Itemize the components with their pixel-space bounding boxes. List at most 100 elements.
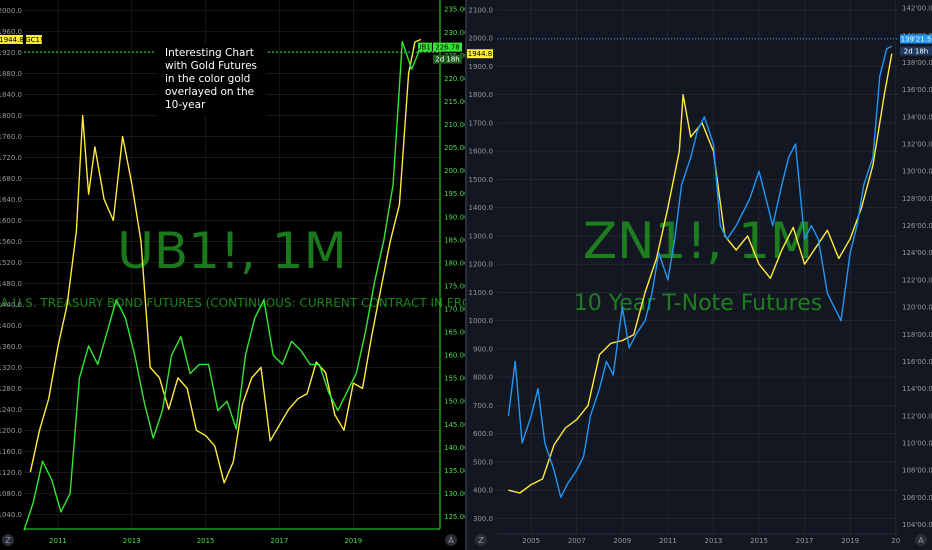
left-scale-button-z[interactable]: Z <box>2 534 14 546</box>
gold-last-price-tag: 1944.8 <box>0 36 24 44</box>
right-scale-button-a[interactable]: A <box>915 534 927 546</box>
right-chart-time-axis[interactable]: 2005 2007 2009 2011 2013 2015 2017 2019 20 <box>522 537 900 545</box>
left-axis-tick-label: 1800.0 <box>0 112 22 120</box>
left-axis-tick-label: 1240.0 <box>0 406 22 414</box>
left-axis-tick-label: 300.0 <box>473 515 493 523</box>
right-axis-tick-label: 110'00.0 <box>902 439 932 447</box>
right-axis-tick-label: 140.00 <box>444 444 469 452</box>
right-series-lines <box>507 45 893 498</box>
right-axis-tick-label: 130'00.0 <box>902 168 932 176</box>
right-axis-tick-label: 134'00.0 <box>902 113 932 121</box>
left-axis-tick-label: 1640.0 <box>0 196 22 204</box>
series-line-zn1 <box>507 45 893 498</box>
annotation-line-5: 10-year <box>165 99 206 111</box>
left-scale-button-a[interactable]: A <box>445 534 457 546</box>
left-axis-tick-label: 1100.0 <box>469 289 494 297</box>
ub1-symbol-tag-bg <box>418 42 432 52</box>
right-axis-tick-label: 215.00 <box>444 98 469 106</box>
gold-last-price-tag-bg <box>0 34 23 44</box>
right-axis-tick-label: 145.00 <box>444 421 469 429</box>
left-axis-tick-label: 1200.0 <box>469 261 494 269</box>
time-axis-tick-label: 2015 <box>197 537 215 545</box>
time-axis-tick-label: 2019 <box>841 537 859 545</box>
right-axis-tick-label: 200.00 <box>444 167 469 175</box>
right-axis-tick-label: 205.00 <box>444 144 469 152</box>
right-watermark-symbol: ZN1!, 1M <box>583 212 813 270</box>
gold-symbol-tag-bg <box>26 34 42 44</box>
right-axis-tick-label: 122'00.0 <box>902 276 932 284</box>
left-watermark-description: ULTRA U.S. TREASURY BOND FUTURES (CONTIN… <box>0 296 492 310</box>
right-axis-tick-label: 138'00.0 <box>902 59 932 67</box>
gold-symbol-tag: GC1! <box>25 36 43 44</box>
time-axis-tick-label: 2011 <box>49 537 67 545</box>
left-watermark-symbol: UB1!, 1M <box>117 222 347 280</box>
left-axis-tick-label: 1840.0 <box>0 91 22 99</box>
left-axis-tick-label: 1900.0 <box>469 63 494 71</box>
series-line-gc1 <box>29 38 422 484</box>
left-axis-tick-label: 700.0 <box>473 402 493 410</box>
left-axis-tick-label: 1880.0 <box>0 70 22 78</box>
right-axis-tick-label: 125.00 <box>444 513 469 521</box>
right-axis-tick-label: 142'00.0 <box>902 5 932 13</box>
ub1-last-price-tag: 226.78 <box>435 44 460 52</box>
annotation-box[interactable]: Interesting Chart with Gold Futures in t… <box>156 44 266 116</box>
right-axis-tick-label: 220.00 <box>444 75 469 83</box>
left-chart-panel[interactable]: UB1!, 1M ULTRA U.S. TREASURY BOND FUTURE… <box>0 0 492 550</box>
zn1-last-price-tag: 139'21.5 <box>901 36 932 44</box>
left-chart-right-axis[interactable]: 125.00 130.00 135.00 140.00 145.00 150.00 155.… <box>444 6 469 521</box>
right-axis-tick-label: 116'00.0 <box>902 358 932 366</box>
right-scale-button-z[interactable]: Z <box>475 534 487 546</box>
gold-last-price-tag-bg <box>467 49 493 59</box>
left-axis-tick-label: 1040.0 <box>0 511 22 519</box>
left-axis-tick-label: 1500.0 <box>469 176 494 184</box>
left-chart-time-axis[interactable]: 2011 2013 2015 2017 2019 <box>49 537 362 545</box>
right-axis-tick-label: 150.00 <box>444 398 469 406</box>
zn1-last-price-tag-bg <box>900 34 932 44</box>
series-line-gc1 <box>508 53 893 494</box>
right-axis-tick-label: 128'00.0 <box>902 195 932 203</box>
zn1-countdown-tag: 2d 18h <box>904 48 928 56</box>
right-axis-tick-label: 114'00.0 <box>902 385 932 393</box>
left-axis-tick-label: 400.0 <box>473 487 493 495</box>
time-axis-tick-label: 2007 <box>568 537 586 545</box>
right-gridlines <box>497 0 898 534</box>
right-axis-tick-label: 104'00.0 <box>902 521 932 529</box>
left-gridlines <box>24 0 440 529</box>
right-axis-tick-label: 170.00 <box>444 306 469 314</box>
left-axis-tick-label: 1760.0 <box>0 133 22 141</box>
right-watermark-description: 10 Year T-Note Futures <box>574 291 823 316</box>
left-axis-tick-label: 1400.0 <box>0 322 22 330</box>
ub1-countdown-tag-bg <box>433 54 462 64</box>
left-axis-tick-label: 600.0 <box>473 430 493 438</box>
right-chart-left-axis[interactable]: 300.0 400.0 500.0 600.0 700.0 800.0 900.0 1000.… <box>469 6 494 523</box>
pane-divider[interactable] <box>465 0 467 550</box>
right-chart-panel[interactable]: ZN1!, 1M 10 Year T-Note Futures 300.0 400… <box>467 0 932 550</box>
left-axis-tick-label: 800.0 <box>473 374 493 382</box>
right-axis-tick-label: 160.00 <box>444 352 469 360</box>
right-price-tags: 1944.8 139'21.5 2d 18h <box>467 34 932 59</box>
right-axis-tick-label: 210.00 <box>444 121 469 129</box>
right-axis-tick-label: 195.00 <box>444 190 469 198</box>
right-axis-tick-label: 155.00 <box>444 375 469 383</box>
left-axis-tick-label: 1600.0 <box>469 148 494 156</box>
left-series-lines <box>23 38 422 531</box>
right-axis-tick-label: 136'00.0 <box>902 86 932 94</box>
time-axis-tick-label: 2005 <box>522 537 540 545</box>
annotation-line-3: in the color gold <box>165 73 250 85</box>
time-axis-tick-label: 2017 <box>271 537 289 545</box>
ub1-countdown-tag: 2d 18h <box>435 56 459 64</box>
right-axis-tick-label: 185.00 <box>444 236 469 244</box>
right-axis-tick-label: 165.00 <box>444 329 469 337</box>
left-axis-tick-label: 1480.0 <box>0 280 22 288</box>
z-icon: Z <box>5 536 11 545</box>
left-axis-tick-label: 2000.0 <box>469 35 494 43</box>
gold-last-price-tag: 1944.8 <box>468 50 493 58</box>
right-axis-tick-label: 108'00.0 <box>902 467 932 475</box>
left-axis-tick-label: 2000.0 <box>0 7 22 15</box>
time-axis-tick-label: 2011 <box>659 537 677 545</box>
